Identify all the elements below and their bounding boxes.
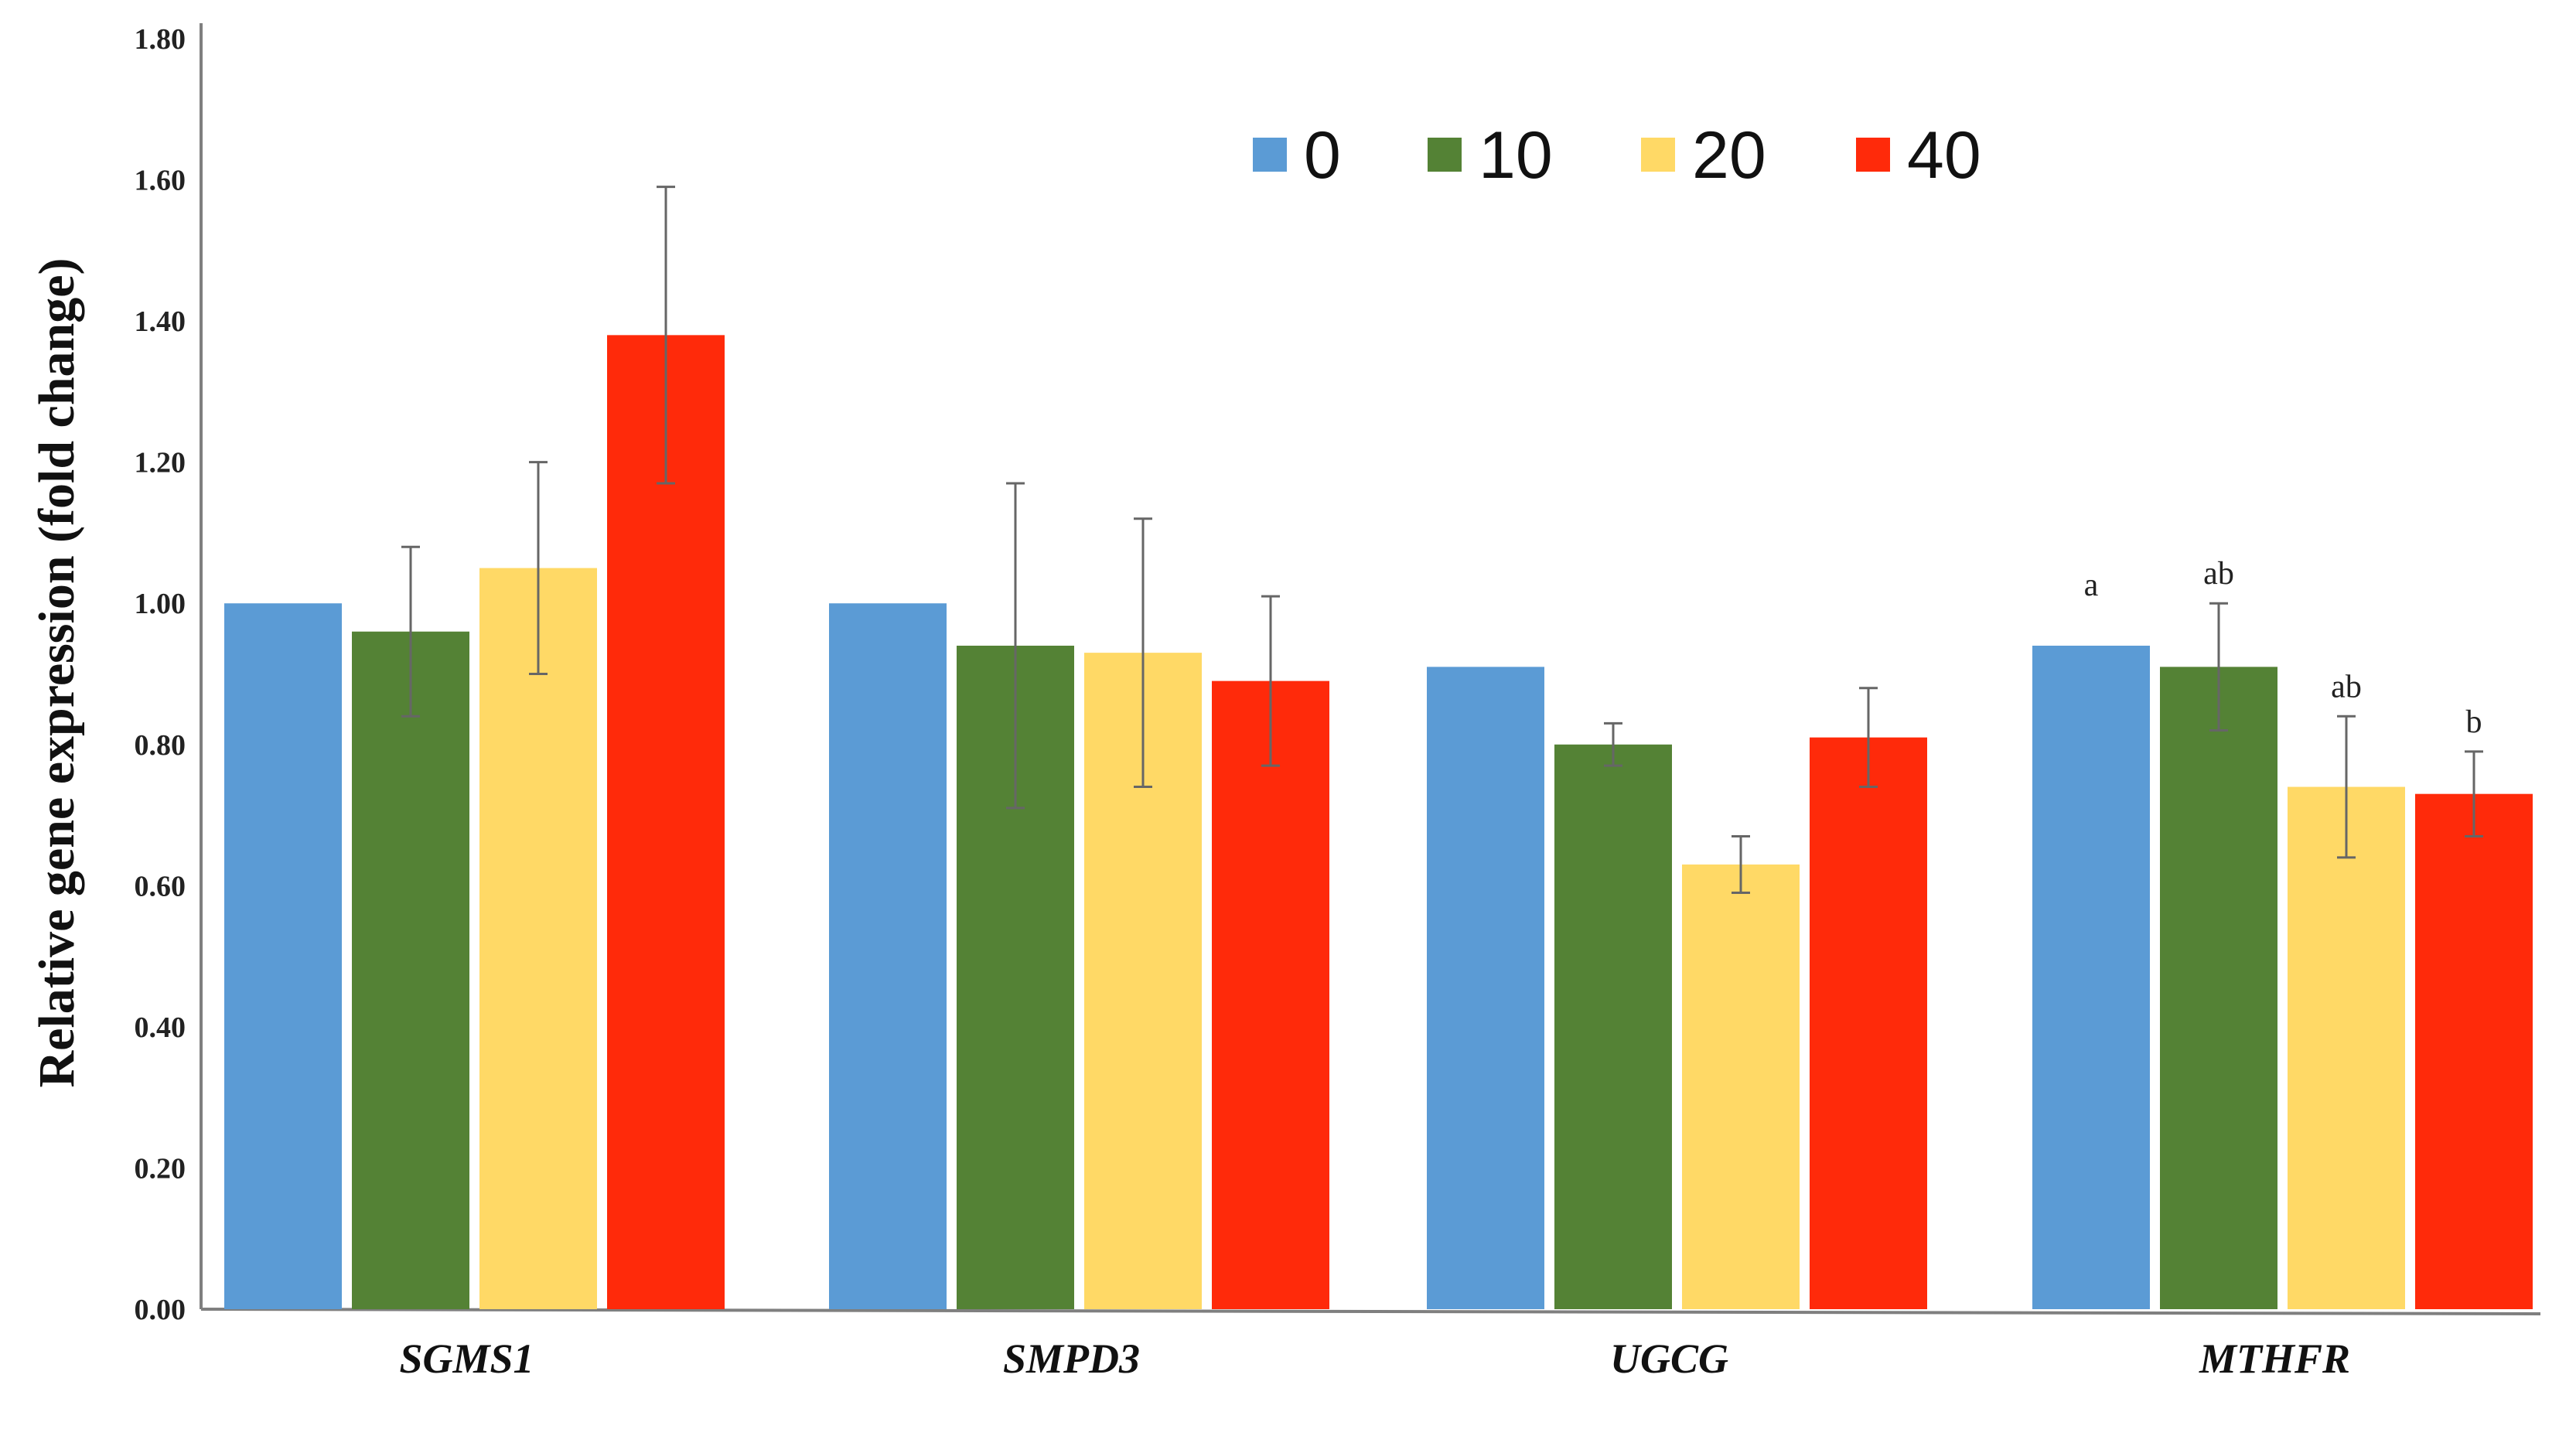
- y-tick-label: 0.40: [135, 1011, 186, 1044]
- bar-ugcg-0: [1427, 667, 1544, 1309]
- legend-swatch-0: [1253, 138, 1287, 172]
- bar-ugcg-40: [1810, 737, 1927, 1309]
- y-tick-label: 1.40: [135, 305, 186, 338]
- bar-sgms1-20: [479, 568, 597, 1309]
- significance-label: ab: [2331, 669, 2362, 704]
- y-tick-label: 1.80: [135, 23, 186, 56]
- bar-sgms1-10: [352, 631, 469, 1309]
- y-tick-label: 0.80: [135, 729, 186, 762]
- legend-label-0: 0: [1304, 118, 1341, 193]
- bar-sgms1-40: [607, 335, 725, 1309]
- bar-mthfr-20: [2288, 786, 2405, 1309]
- legend-swatch-10: [1428, 138, 1462, 172]
- bar-ugcg-10: [1554, 744, 1672, 1309]
- legend-label-20: 20: [1692, 118, 1766, 193]
- y-tick-label: 0.00: [135, 1294, 186, 1326]
- y-tick-label: 1.00: [135, 588, 186, 620]
- bar-smpd3-40: [1212, 680, 1329, 1309]
- legend-swatch-40: [1856, 138, 1890, 172]
- bar-mthfr-40: [2415, 793, 2533, 1309]
- legend-label-40: 40: [1907, 118, 1981, 193]
- y-tick-label: 1.60: [135, 165, 186, 197]
- category-label-smpd3: SMPD3: [1003, 1335, 1140, 1382]
- bar-mthfr-10: [2160, 667, 2277, 1309]
- significance-label: a: [2084, 568, 2099, 603]
- significance-label: ab: [2203, 556, 2234, 592]
- y-axis-title: Relative gene expression (fold change): [29, 258, 85, 1088]
- legend-label-10: 10: [1479, 118, 1553, 193]
- category-label-ugcg: UGCG: [1610, 1335, 1728, 1382]
- y-tick-label: 0.20: [135, 1152, 186, 1185]
- category-label-sgms1: SGMS1: [399, 1335, 534, 1382]
- bar-ugcg-20: [1682, 864, 1800, 1309]
- bar-smpd3-0: [829, 603, 947, 1309]
- y-tick-label: 1.20: [135, 447, 186, 479]
- x-axis-line: [200, 1308, 2541, 1315]
- legend-swatch-20: [1641, 138, 1675, 172]
- category-label-mthfr: MTHFR: [2199, 1335, 2350, 1382]
- bar-sgms1-0: [224, 603, 342, 1309]
- bar-mthfr-0: [2032, 645, 2150, 1309]
- significance-label: b: [2466, 704, 2482, 740]
- y-tick-label: 0.60: [135, 870, 186, 902]
